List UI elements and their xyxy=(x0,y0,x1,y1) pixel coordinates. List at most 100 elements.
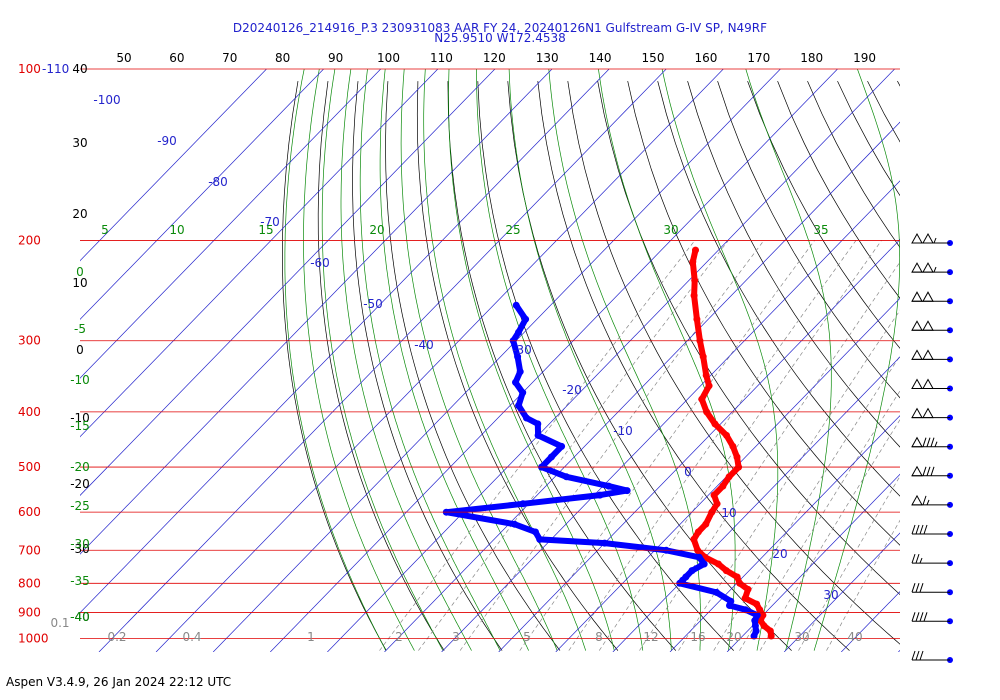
temperature-profile-point xyxy=(756,606,764,614)
wind-barb-pennant xyxy=(922,378,934,389)
pressure-label: 600 xyxy=(18,505,41,519)
temperature-profile-point xyxy=(689,258,697,266)
temperature-profile-point xyxy=(692,246,699,254)
dry-adiabat xyxy=(597,81,900,596)
moist-adiabat-left-label: -20 xyxy=(70,460,90,474)
wind-barb xyxy=(911,232,953,246)
mixing-ratio-label: 16 xyxy=(690,630,705,644)
dewpoint-profile-point xyxy=(605,482,613,490)
dewpoint-profile xyxy=(443,302,761,639)
isotherm-label: 0 xyxy=(684,465,692,479)
wind-barb-pennant xyxy=(911,378,923,389)
isotherm-label: -50 xyxy=(363,297,383,311)
mixing-ratio-line xyxy=(739,390,900,651)
isotherm-line xyxy=(612,356,900,652)
wind-barb xyxy=(911,320,953,334)
dewpoint-profile-point xyxy=(519,500,527,508)
isotherm-label: -90 xyxy=(157,134,177,148)
temperature-profile-point xyxy=(723,431,730,439)
dewpoint-profile-point xyxy=(688,567,696,575)
isotherm-label: 10 xyxy=(721,506,736,520)
isotherm-label: 20 xyxy=(772,547,787,561)
wind-barb-full xyxy=(919,524,924,535)
top-axis-tick-label: 160 xyxy=(694,51,717,65)
plot-area xyxy=(80,69,1000,652)
dry-adiabat xyxy=(807,80,900,249)
wind-barb-full xyxy=(911,524,916,535)
mixing-ratio-line xyxy=(759,419,900,651)
dry-adiabat xyxy=(352,81,503,651)
moist-adiabat xyxy=(448,69,615,651)
moist-adiabat-left-label: -5 xyxy=(74,322,86,336)
dewpoint-profile-point xyxy=(514,353,522,361)
moist-adiabat xyxy=(508,69,672,651)
moist-adiabat-label: 10 xyxy=(169,223,184,237)
mixing-ratio-line xyxy=(678,309,900,651)
wind-barb-full xyxy=(919,650,924,661)
dewpoint-profile-point xyxy=(558,442,566,450)
mixing-ratio-label: 3 xyxy=(452,630,460,644)
dry-adiabat xyxy=(927,81,1000,651)
wind-barb-pennant xyxy=(911,291,923,302)
wind-barb-full xyxy=(922,495,927,506)
pressure-label: 400 xyxy=(18,405,41,419)
temperature-profile-point xyxy=(733,453,741,461)
wind-barb-pennant xyxy=(922,407,934,419)
moist-adiabat xyxy=(303,69,415,651)
top-axis-tick-label: 110 xyxy=(430,51,453,65)
mixing-ratio-label: 30 xyxy=(794,630,809,644)
mixing-ratio-label: 12 xyxy=(643,630,658,644)
mixing-ratio-label: 20 xyxy=(726,630,741,644)
dewpoint-profile-point xyxy=(623,487,631,495)
dry-adiabat xyxy=(317,81,445,651)
temperature-profile-point xyxy=(714,560,722,568)
dewpoint-profile-point xyxy=(534,420,542,428)
isotherm-label: -40 xyxy=(414,338,434,352)
mixing-ratio-line xyxy=(713,355,900,651)
mixing-ratio-line xyxy=(598,240,882,651)
temperature-profile-point xyxy=(741,594,749,602)
moist-adiabat xyxy=(476,69,644,651)
isotherm-label: -10 xyxy=(613,424,633,438)
dry-adiabat xyxy=(687,80,900,448)
wind-barb-pennant xyxy=(911,349,923,360)
wind-barb-pennant xyxy=(922,291,934,302)
temperature-profile-point xyxy=(719,482,727,490)
wind-barb xyxy=(911,553,953,567)
dewpoint-profile-point xyxy=(695,553,703,561)
temperature-profile-point xyxy=(702,371,710,379)
wind-barb-pennant xyxy=(911,494,923,506)
dewpoint-profile-point xyxy=(515,328,522,336)
dry-adiabat xyxy=(957,81,1000,651)
wind-barb-full xyxy=(923,612,928,622)
temperature-profile-point xyxy=(759,611,767,619)
isotherm-line xyxy=(955,69,1000,652)
mixing-ratio-label: 0.2 xyxy=(107,630,126,644)
pressure-label: 200 xyxy=(18,233,41,247)
wind-barb-pennant xyxy=(922,232,934,244)
moist-adiabat-left-label: -40 xyxy=(70,610,90,624)
isotherm-line xyxy=(80,69,610,614)
dry-adiabat xyxy=(867,80,900,143)
left-axis-label: 20 xyxy=(72,207,87,221)
temperature-profile-point xyxy=(710,491,718,499)
temperature-profile-point xyxy=(760,622,768,630)
mixing-ratio-line xyxy=(568,240,857,651)
temperature-profile-point xyxy=(690,292,698,300)
mixing-ratio-label: 0.4 xyxy=(182,630,201,644)
isotherm-label: -70 xyxy=(260,215,280,229)
moist-adiabat xyxy=(548,69,701,651)
top-axis-tick-label: 120 xyxy=(483,51,506,65)
temperature-profile-point xyxy=(767,632,775,640)
isotherm-line xyxy=(441,180,900,652)
temperature-profile-point xyxy=(744,585,752,593)
dewpoint-profile-point xyxy=(750,632,758,640)
left-axis-label: -40 xyxy=(70,610,90,624)
software-version-footer: Aspen V3.4.9, 26 Jan 2024 22:12 UTC xyxy=(6,675,232,689)
isotherm-line xyxy=(726,473,900,652)
isotherm-line xyxy=(783,532,900,652)
chart-title-line1: D20240126_214916_P.3 230931083 AAR FY 24… xyxy=(232,21,768,35)
isotherm-line xyxy=(80,69,496,496)
wind-barb-full xyxy=(922,466,927,476)
